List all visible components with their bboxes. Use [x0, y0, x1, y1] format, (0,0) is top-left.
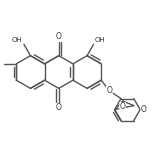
Text: O: O — [120, 102, 126, 111]
Text: OH: OH — [12, 38, 22, 44]
Text: O: O — [141, 105, 147, 114]
Text: O: O — [56, 103, 62, 112]
Text: OH: OH — [95, 38, 106, 44]
Text: O: O — [106, 86, 112, 95]
Text: O: O — [56, 32, 62, 41]
